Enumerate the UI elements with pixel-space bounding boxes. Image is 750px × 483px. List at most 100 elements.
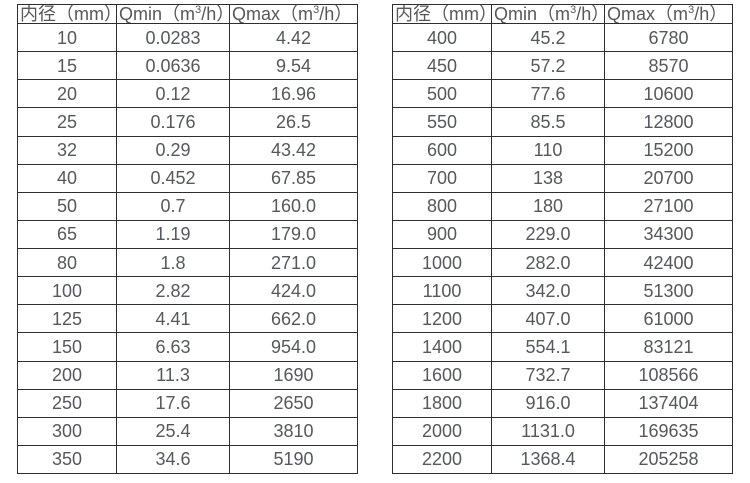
- table-cell: 17.6: [116, 388, 230, 418]
- table-row: 900 229.0 34300: [392, 219, 733, 250]
- table-cell: 20: [17, 79, 117, 109]
- table-cell: 1100: [392, 276, 492, 306]
- table-cell: 250: [17, 388, 117, 418]
- table-cell: 2.82: [116, 276, 230, 306]
- table-cell: 20700: [604, 163, 733, 193]
- table-cell: 205258: [604, 444, 733, 475]
- table-row: 1800 916.0 137404: [392, 388, 733, 418]
- table-cell: 1400: [392, 332, 492, 362]
- table-cell: 0.176: [116, 107, 230, 137]
- table-cell: 108566: [604, 360, 733, 390]
- table-row: 1400 554.1 83121: [392, 332, 733, 362]
- table-cell: 80: [17, 247, 117, 278]
- header-inner-diameter: 内径（mm）: [392, 4, 492, 24]
- table-row: 400 45.2 6780: [392, 22, 733, 53]
- table-row: 20 0.12 16.96: [17, 79, 358, 109]
- table-row: 1600 732.7 108566: [392, 360, 733, 390]
- table-cell: 600: [392, 135, 492, 165]
- flow-table-large-diameters: 内径（mm） Qmin（m3/h） Qmax（m3/h） 40045.26780…: [392, 4, 733, 475]
- table-cell: 350: [17, 444, 117, 475]
- table-cell: 500: [392, 79, 492, 109]
- table-cell: 110: [491, 135, 605, 165]
- table-cell: 180: [491, 191, 605, 221]
- table-cell: 169635: [604, 416, 733, 446]
- table-cell: 34300: [604, 219, 733, 250]
- table-cell: 32: [17, 135, 117, 165]
- table-cell: 1800: [392, 388, 492, 418]
- table-row: 50 0.7 160.0: [17, 191, 358, 221]
- table-cell: 0.29: [116, 135, 230, 165]
- table-cell: 6.63: [116, 332, 230, 362]
- table-row: 65 1.19 179.0: [17, 219, 358, 250]
- table-row: 10 0.0283 4.42: [17, 22, 358, 53]
- table-cell: 125: [17, 304, 117, 334]
- table-cell: 916.0: [491, 388, 605, 418]
- table-cell: 15: [17, 51, 117, 81]
- table-row: 125 4.41 662.0: [17, 304, 358, 334]
- table-row: 450 57.2 8570: [392, 51, 733, 81]
- table-row: 250 17.6 2650: [17, 388, 358, 418]
- table-cell: 0.0283: [116, 22, 230, 53]
- table-cell: 662.0: [229, 304, 358, 334]
- table-cell: 271.0: [229, 247, 358, 278]
- table-cell: 3810: [229, 416, 358, 446]
- table-cell: 342.0: [491, 276, 605, 306]
- table-row: 1000 282.0 42400: [392, 247, 733, 278]
- table-cell: 450: [392, 51, 492, 81]
- table-cell: 0.0636: [116, 51, 230, 81]
- header-qmax: Qmax（m3/h）: [604, 4, 733, 24]
- table-cell: 150: [17, 332, 117, 362]
- table-cell: 51300: [604, 276, 733, 306]
- table-row: 80 1.8 271.0: [17, 247, 358, 278]
- table-row: 2200 1368.4 205258: [392, 444, 733, 475]
- table-cell: 43.42: [229, 135, 358, 165]
- table-cell: 34.6: [116, 444, 230, 475]
- table-cell: 50: [17, 191, 117, 221]
- table-row: 1200 407.0 61000: [392, 304, 733, 334]
- table-cell: 6780: [604, 22, 733, 53]
- table-cell: 2000: [392, 416, 492, 446]
- table-cell: 4.41: [116, 304, 230, 334]
- header-qmax: Qmax（m3/h）: [229, 4, 358, 24]
- table-cell: 9.54: [229, 51, 358, 81]
- table-cell: 550: [392, 107, 492, 137]
- table-row: 15 0.0636 9.54: [17, 51, 358, 81]
- table-cell: 554.1: [491, 332, 605, 362]
- table-cell: 25: [17, 107, 117, 137]
- header-inner-diameter: 内径（mm）: [17, 4, 117, 24]
- table-cell: 800: [392, 191, 492, 221]
- table-cell: 1131.0: [491, 416, 605, 446]
- table-row: 40 0.452 67.85: [17, 163, 358, 193]
- table-cell: 0.452: [116, 163, 230, 193]
- table-row: 300 25.4 3810: [17, 416, 358, 446]
- table-cell: 57.2: [491, 51, 605, 81]
- table-cell: 83121: [604, 332, 733, 362]
- table-cell: 1.19: [116, 219, 230, 250]
- table-row: 32 0.29 43.42: [17, 135, 358, 165]
- table-cell: 300: [17, 416, 117, 446]
- table-cell: 42400: [604, 247, 733, 278]
- table-cell: 85.5: [491, 107, 605, 137]
- table-cell: 8570: [604, 51, 733, 81]
- table-cell: 12800: [604, 107, 733, 137]
- table-cell: 179.0: [229, 219, 358, 250]
- table-cell: 10600: [604, 79, 733, 109]
- table-cell: 11.3: [116, 360, 230, 390]
- table-cell: 5190: [229, 444, 358, 475]
- table-cell: 25.4: [116, 416, 230, 446]
- table-cell: 77.6: [491, 79, 605, 109]
- table-cell: 407.0: [491, 304, 605, 334]
- table-cell: 900: [392, 219, 492, 250]
- table-row: 25 0.176 26.5: [17, 107, 358, 137]
- table-cell: 200: [17, 360, 117, 390]
- table-row: 700 138 20700: [392, 163, 733, 193]
- table-cell: 10: [17, 22, 117, 53]
- table-row: 100 2.82 424.0: [17, 276, 358, 306]
- table-row: 200 11.3 1690: [17, 360, 358, 390]
- header-qmin: Qmin（m3/h）: [116, 4, 230, 24]
- table-header-row: 内径（mm） Qmin（m3/h） Qmax（m3/h）: [17, 4, 358, 24]
- table-cell: 1000: [392, 247, 492, 278]
- table-cell: 1690: [229, 360, 358, 390]
- table-row: 550 85.5 12800: [392, 107, 733, 137]
